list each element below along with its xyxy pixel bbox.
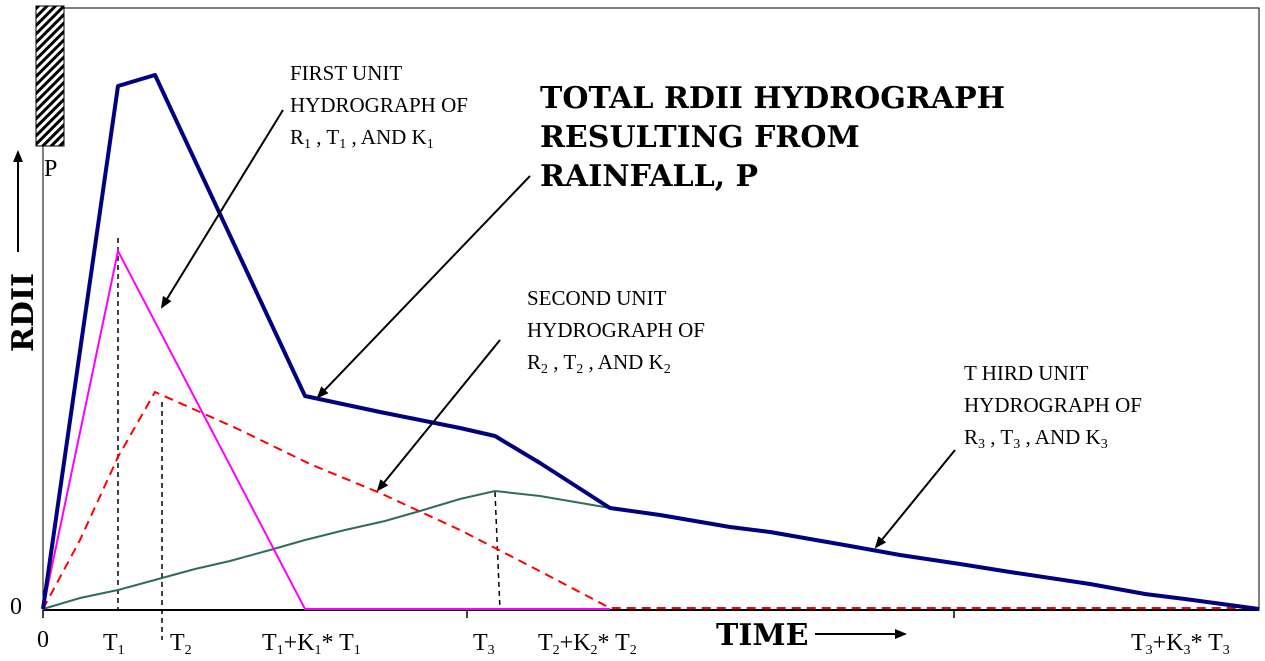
total-arrow: [316, 175, 531, 399]
third-arrow: [874, 449, 956, 549]
third-k: , AND K: [1020, 425, 1101, 449]
y-origin-label: 0: [10, 594, 22, 620]
tick-t3k3-c: * T: [1191, 630, 1224, 656]
x-axis-ticks: [42, 610, 955, 618]
second-line-2: HYDROGRAPH OF: [527, 318, 705, 342]
first-arrow: [160, 109, 284, 309]
first-line-1: FIRST UNIT: [290, 61, 402, 85]
total-annotation: TOTAL RDII HYDROGRAPH RESULTING FROM RAI…: [540, 81, 1005, 194]
total-rdii-hydrograph: [41, 73, 1260, 611]
tick-t2k2-b: +K: [560, 630, 592, 656]
tick-t2k2-b-sub: 2: [591, 643, 598, 658]
second-r: R: [527, 350, 541, 374]
tick-t2-main: T: [170, 630, 185, 656]
second-r-sub: 2: [541, 362, 548, 377]
tick-t3k3-c-sub: 3: [1223, 643, 1230, 658]
y-axis-label: RDII: [6, 273, 41, 352]
third-annotation: T HIRD UNIT HYDROGRAPH OF R3 , T3 , AND …: [964, 361, 1142, 452]
third-line-3: R3 , T3 , AND K3: [964, 425, 1108, 452]
third-r: R: [964, 425, 978, 449]
second-annotation: SECOND UNIT HYDROGRAPH OF R2 , T2 , AND …: [527, 286, 705, 377]
dashed-guides: [117, 238, 501, 640]
tick-t3-main: T: [473, 630, 488, 656]
total-line-3: RAINFALL, P: [540, 159, 758, 194]
tick-t2-sub: 2: [185, 643, 192, 658]
third-line-2: HYDROGRAPH OF: [964, 393, 1142, 417]
tick-t2k2-a-sub: 2: [553, 643, 560, 658]
tick-label-t1k1: T1+K1* T1: [262, 630, 361, 658]
first-unit-hydrograph: [42, 248, 610, 610]
first-t: , T: [311, 125, 339, 149]
tick-label-t2: T2: [170, 630, 192, 658]
third-t-sub: 3: [1013, 437, 1020, 452]
first-line-3: R1 , T1 , AND K1: [290, 125, 434, 152]
tick-t1k1-a-sub: 1: [277, 643, 284, 658]
tick-t1-sub: 1: [118, 643, 125, 658]
second-t-sub: 2: [576, 362, 583, 377]
annotation-arrows: [160, 109, 956, 549]
total-line-2: RESULTING FROM: [540, 120, 860, 155]
second-line-1: SECOND UNIT: [527, 286, 667, 310]
rainfall-bar: [35, 5, 65, 147]
third-unit-hydrograph: [42, 489, 611, 610]
first-line-2: HYDROGRAPH OF: [290, 93, 468, 117]
x-origin-label: 0: [37, 627, 49, 653]
tick-t3k3-a-sub: 3: [1146, 643, 1153, 658]
tick-label-t3k3: T3+K3* T3: [1131, 630, 1230, 658]
second-arrow: [376, 339, 501, 492]
first-k: , AND K: [346, 125, 427, 149]
tick-t2k2-a: T: [538, 630, 553, 656]
first-r-sub: 1: [304, 137, 311, 152]
third-k-sub: 3: [1101, 437, 1108, 452]
tick-label-t3: T3: [473, 630, 495, 658]
tick-t3k3-b: +K: [1153, 630, 1185, 656]
total-line-1: TOTAL RDII HYDROGRAPH: [540, 81, 1005, 116]
tick-t3k3-a: T: [1131, 630, 1146, 656]
tick-t3-sub: 3: [488, 643, 495, 658]
third-r-sub: 3: [978, 437, 985, 452]
second-unit-hydrograph: [42, 390, 1255, 610]
tick-t1k1-c: * T: [322, 630, 355, 656]
tick-t1k1-c-sub: 1: [354, 643, 361, 658]
tick-t2k2-c-sub: 2: [630, 643, 637, 658]
x-axis-label: TIME: [716, 618, 808, 653]
third-line-1: T HIRD UNIT: [964, 361, 1089, 385]
tick-t1-main: T: [103, 630, 118, 656]
t3-guide-line: [494, 491, 501, 611]
first-t-sub: 1: [339, 137, 346, 152]
second-line-3: R2 , T2 , AND K2: [527, 350, 671, 377]
third-t: , T: [985, 425, 1013, 449]
first-k-sub: 1: [427, 137, 434, 152]
first-annotation: FIRST UNIT HYDROGRAPH OF R1 , T1 , AND K…: [290, 61, 468, 152]
tick-t1k1-b-sub: 1: [315, 643, 322, 658]
tick-t1k1-a: T: [262, 630, 277, 656]
tick-t1k1-b: +K: [284, 630, 316, 656]
tick-t3k3-b-sub: 3: [1184, 643, 1191, 658]
second-t: , T: [548, 350, 576, 374]
tick-t2k2-c: * T: [598, 630, 631, 656]
rainfall-label: P: [44, 156, 57, 182]
tick-label-t2k2: T2+K2* T2: [538, 630, 637, 658]
second-k: , AND K: [583, 350, 664, 374]
first-r: R: [290, 125, 304, 149]
tick-label-t1: T1: [103, 630, 125, 658]
second-k-sub: 2: [664, 362, 671, 377]
